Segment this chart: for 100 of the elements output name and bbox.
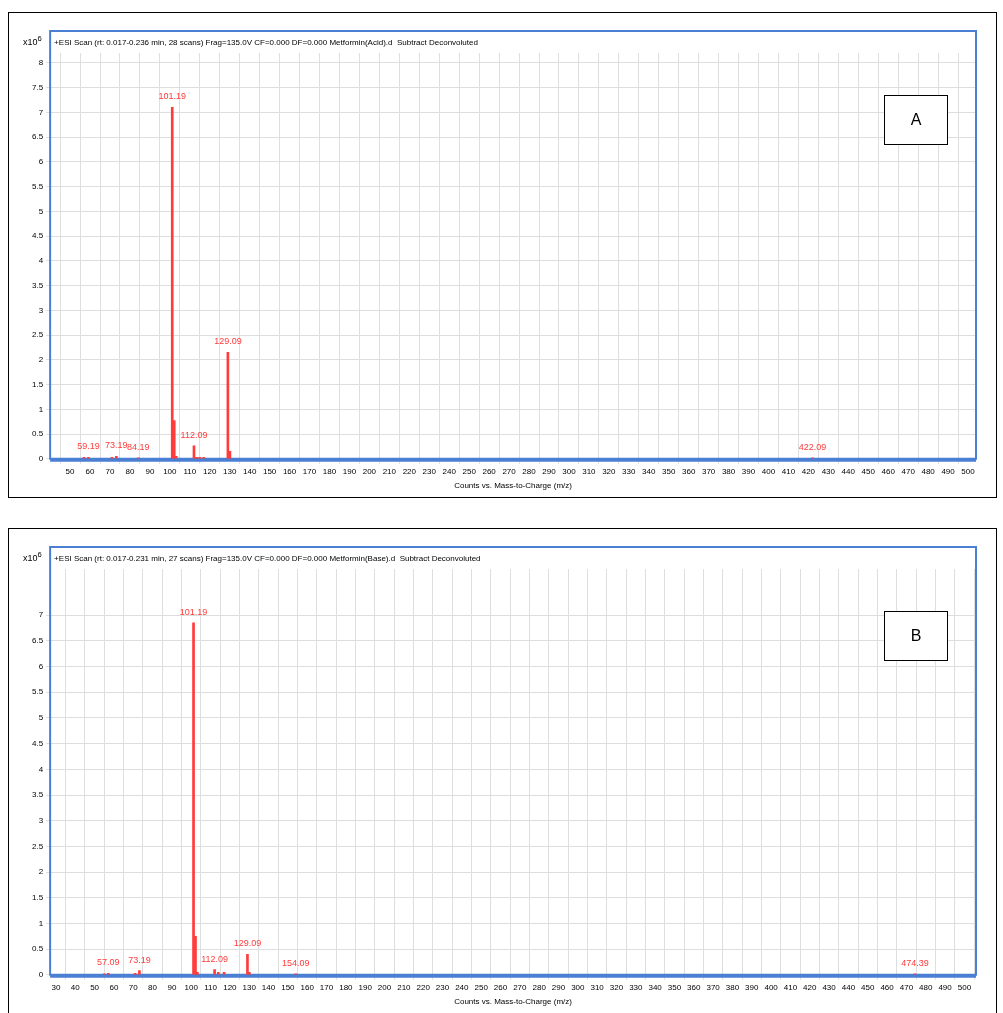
bar xyxy=(246,953,249,975)
x-tick-label: 490 xyxy=(941,466,956,476)
x-tick-label: 380 xyxy=(725,982,740,992)
x-tick-label: 310 xyxy=(590,982,605,992)
x-tick-label: 420 xyxy=(803,982,817,992)
label-box: A xyxy=(884,95,948,145)
x-tick-label: 370 xyxy=(706,982,721,992)
y-tick-label: 2 xyxy=(38,355,44,365)
x-tick-label: 350 xyxy=(667,982,682,992)
x-tick-label: 330 xyxy=(622,466,637,476)
annotation: 112.09 xyxy=(180,429,208,440)
x-tick-label: 140 xyxy=(261,982,276,992)
bar xyxy=(192,622,195,975)
annotation: 59.19 xyxy=(77,441,100,452)
x-tick-label: 460 xyxy=(881,466,896,476)
x-tick-label: 110 xyxy=(204,982,218,992)
x-tick-label: 360 xyxy=(681,466,696,476)
x-tick-label: 470 xyxy=(901,466,916,476)
x-tick-label: 320 xyxy=(602,466,617,476)
annotation: 84.19 xyxy=(127,441,150,452)
x-tick-label: 180 xyxy=(322,466,337,476)
x-tick-label: 80 xyxy=(148,982,158,992)
bar xyxy=(213,969,216,975)
x-tick-label: 310 xyxy=(582,466,597,476)
x-tick-label: 200 xyxy=(377,982,392,992)
x-tick-label: 500 xyxy=(957,982,972,992)
x-tick-label: 230 xyxy=(435,982,450,992)
x-tick-label: 130 xyxy=(223,466,237,476)
annotation: 112.09 xyxy=(201,953,229,964)
x-tick-label: 320 xyxy=(609,982,624,992)
y-tick-label: 2.5 xyxy=(32,841,44,851)
y-tick-label: 8 xyxy=(38,58,44,68)
y-tick-label: 6 xyxy=(38,157,44,167)
chart-title: +ESI Scan (rt: 0.017-0.236 min, 28 scans) Frag=135.0V CF=0.000 DF=0.000 Metformin(Acid).d Subtract Deconvoluted xyxy=(54,38,478,47)
x-axis-title: Counts vs. Mass-to-Charge (m/z) xyxy=(454,997,573,1007)
y-tick-label: 0 xyxy=(38,454,44,463)
x-tick-label: 130 xyxy=(242,982,257,992)
x-tick-label: 250 xyxy=(462,466,477,476)
annotation: 101.19 xyxy=(158,91,186,102)
x-tick-label: 440 xyxy=(841,466,856,476)
x-tick-label: 480 xyxy=(919,982,933,992)
y-tick-label: 7 xyxy=(38,610,44,620)
y-tick-label: 6 xyxy=(38,661,44,671)
x-tick-label: 410 xyxy=(781,466,796,476)
x-tick-label: 290 xyxy=(542,466,557,476)
chart-title: +ESI Scan (rt: 0.017-0.231 min, 27 scans) Frag=135.0V CF=0.000 DF=0.000 Metformin(Base).d Subtract Deconvoluted xyxy=(54,554,481,563)
x-tick-label: 60 xyxy=(85,466,96,476)
annotation: 57.09 xyxy=(97,957,120,968)
x-tick-label: 100 xyxy=(184,982,199,992)
x-tick-label: 360 xyxy=(687,982,702,992)
x-tick-label: 450 xyxy=(861,466,876,476)
x-tick-label: 180 xyxy=(339,982,354,992)
x-tick-label: 90 xyxy=(167,982,177,992)
y-tick-label: 6.5 xyxy=(32,636,44,646)
x-tick-label: 490 xyxy=(938,982,953,992)
annotation: 422.09 xyxy=(798,441,827,452)
y-tick-label: 2.5 xyxy=(32,330,44,340)
x-tick-label: 210 xyxy=(397,982,412,992)
x-tick-label: 460 xyxy=(880,982,895,992)
x-tick-label: 330 xyxy=(629,982,644,992)
x-tick-label: 90 xyxy=(145,466,155,476)
x-tick-label: 70 xyxy=(128,982,139,992)
y-tick-label: 4 xyxy=(38,764,44,774)
x-tick-label: 150 xyxy=(281,982,296,992)
x-tick-label: 200 xyxy=(362,466,377,476)
x-tick-label: 260 xyxy=(493,982,508,992)
y-tick-label: 5.5 xyxy=(32,687,44,697)
x-tick-label: 120 xyxy=(223,982,238,992)
y-tick-label: 0.5 xyxy=(32,944,44,954)
x-tick-label: 150 xyxy=(262,466,277,476)
y-tick-label: 3.5 xyxy=(32,790,44,800)
x-tick-label: 140 xyxy=(242,466,257,476)
x-tick-label: 470 xyxy=(899,982,914,992)
y-tick-label: 5 xyxy=(38,713,44,723)
x-tick-label: 270 xyxy=(502,466,517,476)
x-tick-label: 390 xyxy=(741,466,756,476)
x-tick-label: 420 xyxy=(801,466,816,476)
y-tick-label: 0 xyxy=(38,970,44,979)
x-tick-label: 350 xyxy=(662,466,676,476)
x-tick-label: 480 xyxy=(921,466,936,476)
y-tick-label: 2 xyxy=(38,867,44,877)
x-tick-label: 40 xyxy=(70,982,81,992)
annotation: 101.19 xyxy=(179,606,208,617)
x-tick-label: 430 xyxy=(822,982,837,992)
annotation: 129.09 xyxy=(233,938,262,949)
x-tick-label: 160 xyxy=(282,466,297,476)
x-tick-label: 270 xyxy=(513,982,528,992)
x-tick-label: 120 xyxy=(203,466,217,476)
label-box: B xyxy=(884,611,948,661)
x-tick-label: 210 xyxy=(382,466,397,476)
x-tick-label: 300 xyxy=(562,466,577,476)
x-tick-label: 30 xyxy=(51,982,61,992)
annotation: 129.09 xyxy=(214,336,242,347)
x-axis-title: Counts vs. Mass-to-Charge (m/z) xyxy=(454,481,573,491)
x-tick-label: 440 xyxy=(841,982,856,992)
y-tick-label: 5.5 xyxy=(32,181,44,191)
bar xyxy=(138,970,141,975)
annotation: 73.19 xyxy=(128,954,151,965)
x-tick-label: 110 xyxy=(183,466,197,476)
x-tick-label: 80 xyxy=(125,466,135,476)
